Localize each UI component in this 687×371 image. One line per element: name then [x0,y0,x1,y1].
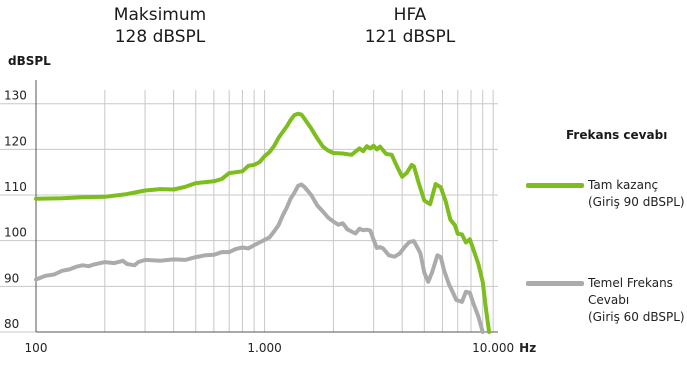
x-tick-label: 100 [25,341,48,355]
y-tick-label: 90 [4,271,19,285]
legend-title: Frekans cevabı [566,128,668,142]
legend-label-full-gain: Tam kazanç [588,178,659,192]
legend-sublabel-basic-response: (Giriş 60 dBSPL) [588,310,685,324]
hfa-label: HFA [393,5,427,25]
maximum-value: 128 dBSPL [114,27,206,47]
series-line-full-gain [34,111,492,334]
y-tick-label: 100 [4,226,27,240]
legend-label-basic-response-line2: Cevabı [588,293,630,307]
legend-label-basic-response: Temel Frekans [588,276,673,290]
legend-text-basic-response: Temel Frekans Cevabı (Giriş 60 dBSPL) [588,275,685,326]
legend-sublabel-full-gain: (Giriş 90 dBSPL) [588,195,685,209]
x-tick-label: 10.000 [472,341,514,355]
x-axis-unit-label: Hz [519,341,536,355]
series-line-basic-response [34,182,485,334]
x-tick-label: 1.000 [247,341,281,355]
hfa-value: 121 dBSPL [364,27,456,47]
maximum-label: Maksimum [113,5,207,25]
y-tick-label: 130 [4,89,27,103]
maximum-header: Maksimum 128 dBSPL [70,4,250,48]
y-tick-label: 120 [4,134,27,148]
hfa-header: HFA 121 dBSPL [320,4,500,48]
y-tick-label: 110 [4,180,27,194]
y-tick-label: 80 [4,317,19,331]
legend-swatch-green [526,183,584,188]
y-axis-unit-label: dBSPL [8,54,51,68]
legend-text-full-gain: Tam kazanç (Giriş 90 dBSPL) [588,177,685,211]
legend-swatch-gray [526,281,584,286]
